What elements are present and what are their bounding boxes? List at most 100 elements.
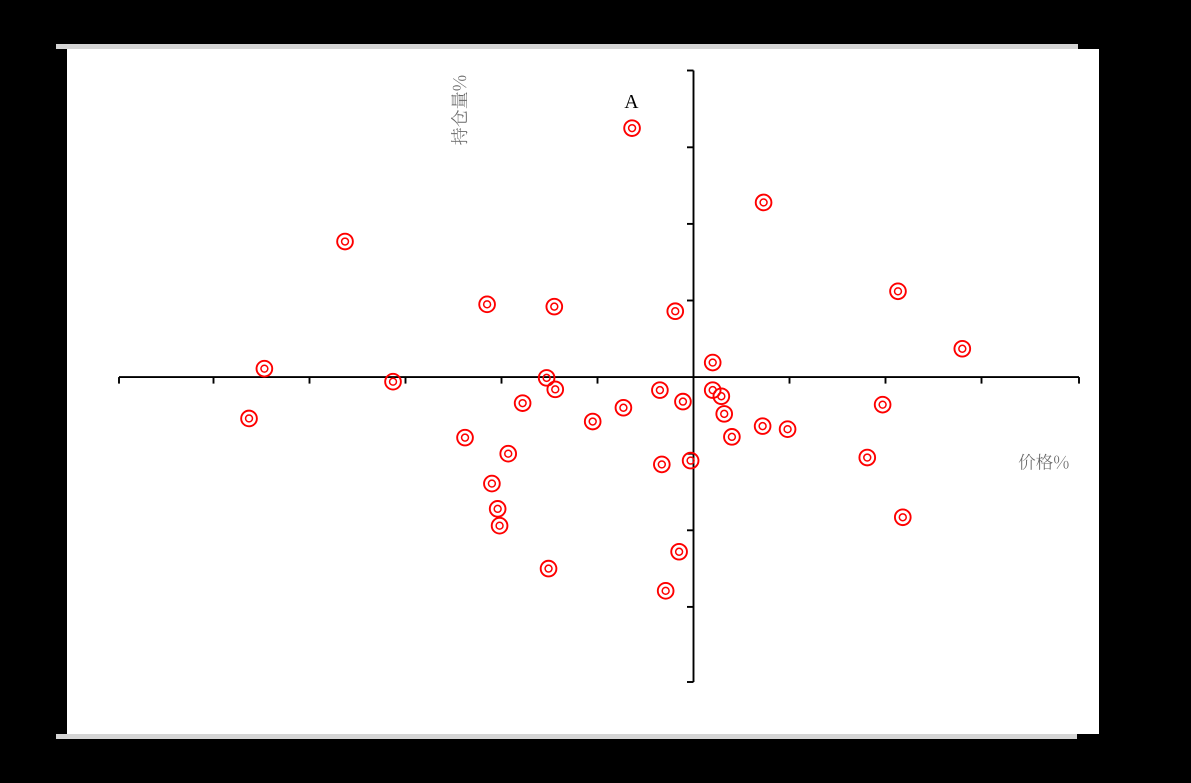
data-point [240,409,258,427]
data-point-inner-ring [708,357,717,367]
data-point-inner-ring [898,512,907,521]
data-point-inner-ring [720,409,729,418]
data-point [583,412,602,430]
data-point [670,542,688,561]
data-point-inner-ring [340,236,350,246]
data-point-outer-ring [545,297,564,315]
data-point [478,295,496,313]
x-axis-label-glyph [1054,455,1069,469]
data-point-inner-ring [588,416,597,426]
data-point-inner-ring [655,385,665,394]
data-point [656,581,675,600]
data-point-outer-ring [674,392,692,410]
x-axis [118,375,1080,384]
y-axis-label [450,75,468,145]
data-point-inner-ring [671,306,680,315]
data-point-inner-ring [495,521,504,530]
data-point [653,455,671,473]
scatter-chart: A [118,69,1080,683]
data-point-outer-ring [712,386,731,405]
data-point [858,448,877,466]
data-point-inner-ring [783,424,792,433]
data-point-outer-ring [893,507,912,526]
data-point-outer-ring [653,455,671,473]
data-point-outer-ring [703,380,722,399]
data-point-inner-ring [759,197,768,207]
data-point [490,516,509,535]
data-point-inner-ring [758,421,767,430]
data-point-outer-ring [384,372,402,390]
data-point-outer-ring [488,499,507,518]
data-point-inner-ring [661,586,670,595]
data-point [483,474,501,492]
data-point-outer-ring [778,419,797,438]
data-point [614,398,633,417]
data-point [723,427,741,446]
data-point-outer-ring [953,339,972,358]
data-point [513,393,532,412]
data-point-outer-ring [456,428,474,446]
data-point [488,499,507,518]
data-point-inner-ring [893,286,903,296]
data-point-inner-ring [518,398,527,407]
data-point [681,451,700,469]
data-point-inner-ring [260,363,269,373]
data-point-inner-ring [674,547,684,556]
data-point [623,118,641,137]
data-point [715,404,734,423]
data-point-outer-ring [490,516,509,535]
data-point [666,301,685,320]
x-axis-label-glyph [1018,453,1036,470]
data-point-outer-ring [537,368,556,387]
data-point [651,380,669,399]
data-point-inner-ring [504,449,513,458]
data-point-inner-ring [542,373,551,382]
data-point-outer-ring [723,427,741,446]
data-point [712,386,731,405]
data-point-outer-ring [255,359,274,377]
data-point-inner-ring [487,478,497,488]
data-point-inner-ring [958,344,967,353]
data-point [873,395,892,413]
data-point-inner-ring [551,384,560,394]
data-point-outer-ring [546,380,565,398]
data-point [778,419,797,438]
data-point [255,359,274,377]
data-point-outer-ring [583,412,602,430]
data-point-outer-ring [483,474,501,492]
data-point-outer-ring [614,398,633,417]
data-point-outer-ring [681,451,700,469]
data-point-outer-ring [499,444,518,463]
data-point-inner-ring [727,432,737,441]
data-point [539,559,558,577]
y-axis-label-glyph [451,91,467,108]
data-point-inner-ring [460,432,470,442]
data-point-inner-ring [878,399,887,409]
x-axis-label-glyph [1036,453,1053,470]
data-point-outer-ring [513,393,532,412]
data-point-outer-ring [889,282,907,300]
data-point-outer-ring [754,193,773,211]
data-point-outer-ring [478,295,496,313]
data-point-outer-ring [703,353,722,371]
adjacent-page-edge-bottom [56,734,1077,739]
y-axis-label-glyph [452,75,467,90]
data-point [893,507,912,526]
data-point [753,416,772,435]
data-point [546,380,565,398]
data-point [889,282,907,300]
data-point-inner-ring [550,301,559,311]
y-axis-label-glyph [450,109,467,127]
data-point [545,297,564,315]
point-annotation: A [624,92,638,113]
data-point-inner-ring [863,452,872,462]
data-point-outer-ring [539,559,558,577]
data-point-outer-ring [670,542,688,561]
data-point-inner-ring [244,413,254,423]
data-point-inner-ring [493,504,502,513]
data-point-inner-ring [619,403,628,412]
data-point [336,232,354,250]
data-point [499,444,518,463]
data-point-outer-ring [873,395,892,413]
